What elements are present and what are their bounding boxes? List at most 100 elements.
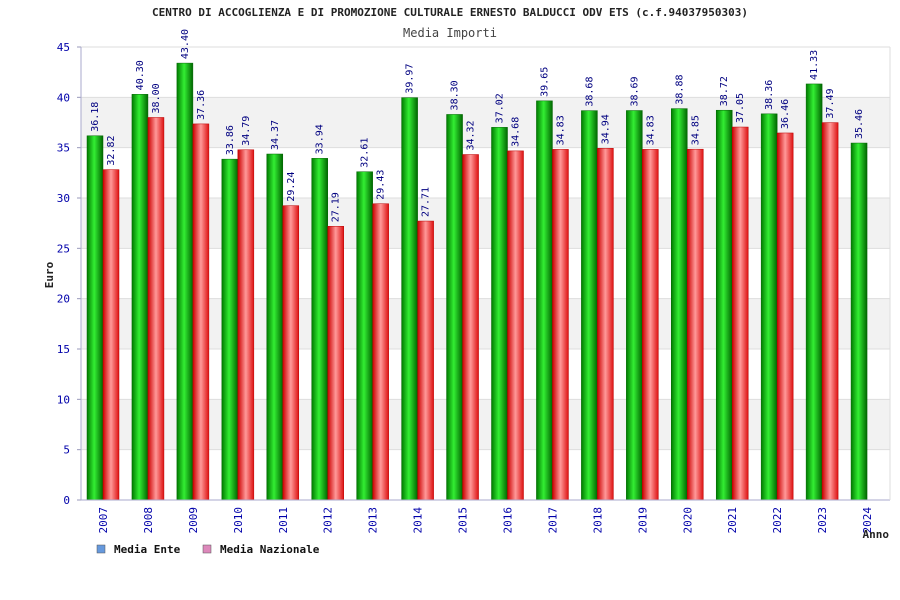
x-tick-label-2015: 2015 <box>457 507 470 534</box>
bar-media-ente-2007 <box>86 135 104 501</box>
bar-media-nazionale-2016 <box>507 150 524 501</box>
value-label-media-nazionale-2015: 34.32 <box>466 120 477 150</box>
value-label-media-nazionale-2021: 37.05 <box>735 93 746 123</box>
y-tick-label: 15 <box>57 343 70 356</box>
y-tick-label: 10 <box>57 393 70 406</box>
bar-media-ente-2018 <box>581 110 598 501</box>
y-tick-label: 0 <box>63 494 70 507</box>
legend-label-media-nazionale: Media Nazionale <box>220 543 320 556</box>
bar-media-nazionale-2009 <box>192 123 210 501</box>
axis-layer: 0 5 10 15 20 25 30 35 40 45 2007 2008 2009 2010 2011 20… <box>57 41 891 534</box>
value-label-media-ente-2022: 38.36 <box>764 80 775 110</box>
x-tick-label-2017: 2017 <box>546 507 559 534</box>
grid-layer <box>81 46 890 500</box>
bar-media-ente-2020 <box>671 108 688 501</box>
value-label-media-nazionale-2018: 34.94 <box>600 114 611 144</box>
value-label-media-ente-2017: 39.65 <box>539 67 550 97</box>
bar-media-ente-2019 <box>626 110 643 501</box>
bar-media-ente-2014 <box>401 97 418 501</box>
value-label-media-ente-2015: 38.30 <box>450 80 461 110</box>
bar-media-nazionale-2007 <box>102 169 120 501</box>
value-label-media-nazionale-2017: 34.83 <box>555 115 566 145</box>
legend-label-media-ente: Media Ente <box>114 543 181 556</box>
label-layer: 36.18 32.82 40.30 38.00 43.40 37.36 33.86 34.79… <box>90 29 865 222</box>
value-label-media-ente-2012: 33.94 <box>315 124 326 154</box>
x-tick-label-2021: 2021 <box>726 507 739 534</box>
x-tick-label-2016: 2016 <box>502 507 515 534</box>
bar-media-ente-2022 <box>760 113 778 501</box>
x-tick-label-2013: 2013 <box>367 507 380 534</box>
bar-media-nazionale-2011 <box>282 205 300 501</box>
bar-media-nazionale-2021 <box>731 126 749 501</box>
value-label-media-ente-2013: 32.61 <box>360 138 371 168</box>
x-tick-label-2023: 2023 <box>816 507 829 534</box>
x-tick-label-2012: 2012 <box>322 507 335 534</box>
value-label-media-ente-2019: 38.69 <box>629 76 640 106</box>
bar-media-ente-2015 <box>446 114 463 501</box>
x-tick-label-2010: 2010 <box>232 507 245 534</box>
bar-media-nazionale-2013 <box>372 203 389 501</box>
bar-media-ente-2010 <box>221 158 239 501</box>
bar-media-ente-2008 <box>131 94 149 501</box>
grid-band <box>81 349 890 400</box>
x-tick-label-2008: 2008 <box>142 507 155 534</box>
y-tick-label: 45 <box>57 41 70 54</box>
value-label-media-ente-2023: 41.33 <box>809 50 820 80</box>
bar-media-ente-2009 <box>176 62 194 501</box>
bar-media-nazionale-2010 <box>237 149 255 501</box>
grid-band <box>81 449 890 500</box>
value-label-media-nazionale-2023: 37.49 <box>825 88 836 118</box>
value-label-media-ente-2021: 38.72 <box>719 76 730 106</box>
x-tick-label-2007: 2007 <box>97 507 110 534</box>
value-label-media-nazionale-2007: 32.82 <box>106 136 117 166</box>
value-label-media-nazionale-2019: 34.83 <box>645 115 656 145</box>
value-label-media-ente-2014: 39.97 <box>405 64 416 94</box>
x-tick-label-2020: 2020 <box>681 507 694 534</box>
x-tick-label-2019: 2019 <box>636 507 649 534</box>
grid-band <box>81 97 890 148</box>
value-label-media-ente-2009: 43.40 <box>180 29 191 59</box>
value-label-media-ente-2008: 40.30 <box>135 60 146 90</box>
bar-media-ente-2023 <box>805 83 823 501</box>
legend: Media Ente Media Nazionale <box>96 543 320 556</box>
value-label-media-nazionale-2022: 36.46 <box>780 99 791 129</box>
bar-media-ente-2016 <box>491 127 508 501</box>
value-label-media-nazionale-2009: 37.36 <box>196 90 207 120</box>
chart-title: CENTRO DI ACCOGLIENZA E DI PROMOZIONE CU… <box>152 6 748 19</box>
bar-media-ente-2021 <box>715 109 733 501</box>
value-label-media-ente-2018: 38.68 <box>584 77 595 107</box>
bar-media-ente-2017 <box>536 100 553 501</box>
y-tick-label: 30 <box>57 192 70 205</box>
bar-media-ente-2013 <box>356 171 373 501</box>
bar-media-nazionale-2012 <box>327 226 344 501</box>
value-label-media-nazionale-2011: 29.24 <box>286 172 297 202</box>
grid-band <box>81 248 890 299</box>
value-label-media-nazionale-2020: 34.85 <box>690 115 701 145</box>
x-tick-label-2022: 2022 <box>771 507 784 534</box>
value-label-media-nazionale-2010: 34.79 <box>241 116 252 146</box>
value-label-media-ente-2007: 36.18 <box>90 102 101 132</box>
value-label-media-ente-2011: 34.37 <box>270 120 281 150</box>
x-tick-label-2018: 2018 <box>591 507 604 534</box>
bar-media-nazionale-2008 <box>147 117 165 501</box>
grid-band <box>81 198 890 249</box>
bar-media-nazionale-2014 <box>417 220 434 501</box>
value-label-media-ente-2016: 37.02 <box>495 93 506 123</box>
value-label-media-ente-2024: 35.46 <box>854 109 865 139</box>
bar-media-nazionale-2018 <box>597 148 614 501</box>
y-tick-label: 5 <box>63 444 70 457</box>
value-label-media-nazionale-2016: 34.68 <box>511 117 522 147</box>
legend-swatch-media-nazionale <box>202 544 212 554</box>
x-tick-label-2011: 2011 <box>277 507 290 534</box>
bar-media-nazionale-2015 <box>462 154 479 501</box>
bar-media-ente-2012 <box>311 158 328 501</box>
x-tick-label-2014: 2014 <box>412 507 425 534</box>
chart-subtitle: Media Importi <box>403 26 497 40</box>
grid-band <box>81 47 890 98</box>
bar-media-nazionale-2022 <box>776 132 794 501</box>
x-axis-label: Anno <box>863 528 890 541</box>
bar-media-ente-2024 <box>850 142 868 501</box>
y-tick-label: 35 <box>57 142 70 155</box>
value-label-media-nazionale-2012: 27.19 <box>331 192 342 222</box>
